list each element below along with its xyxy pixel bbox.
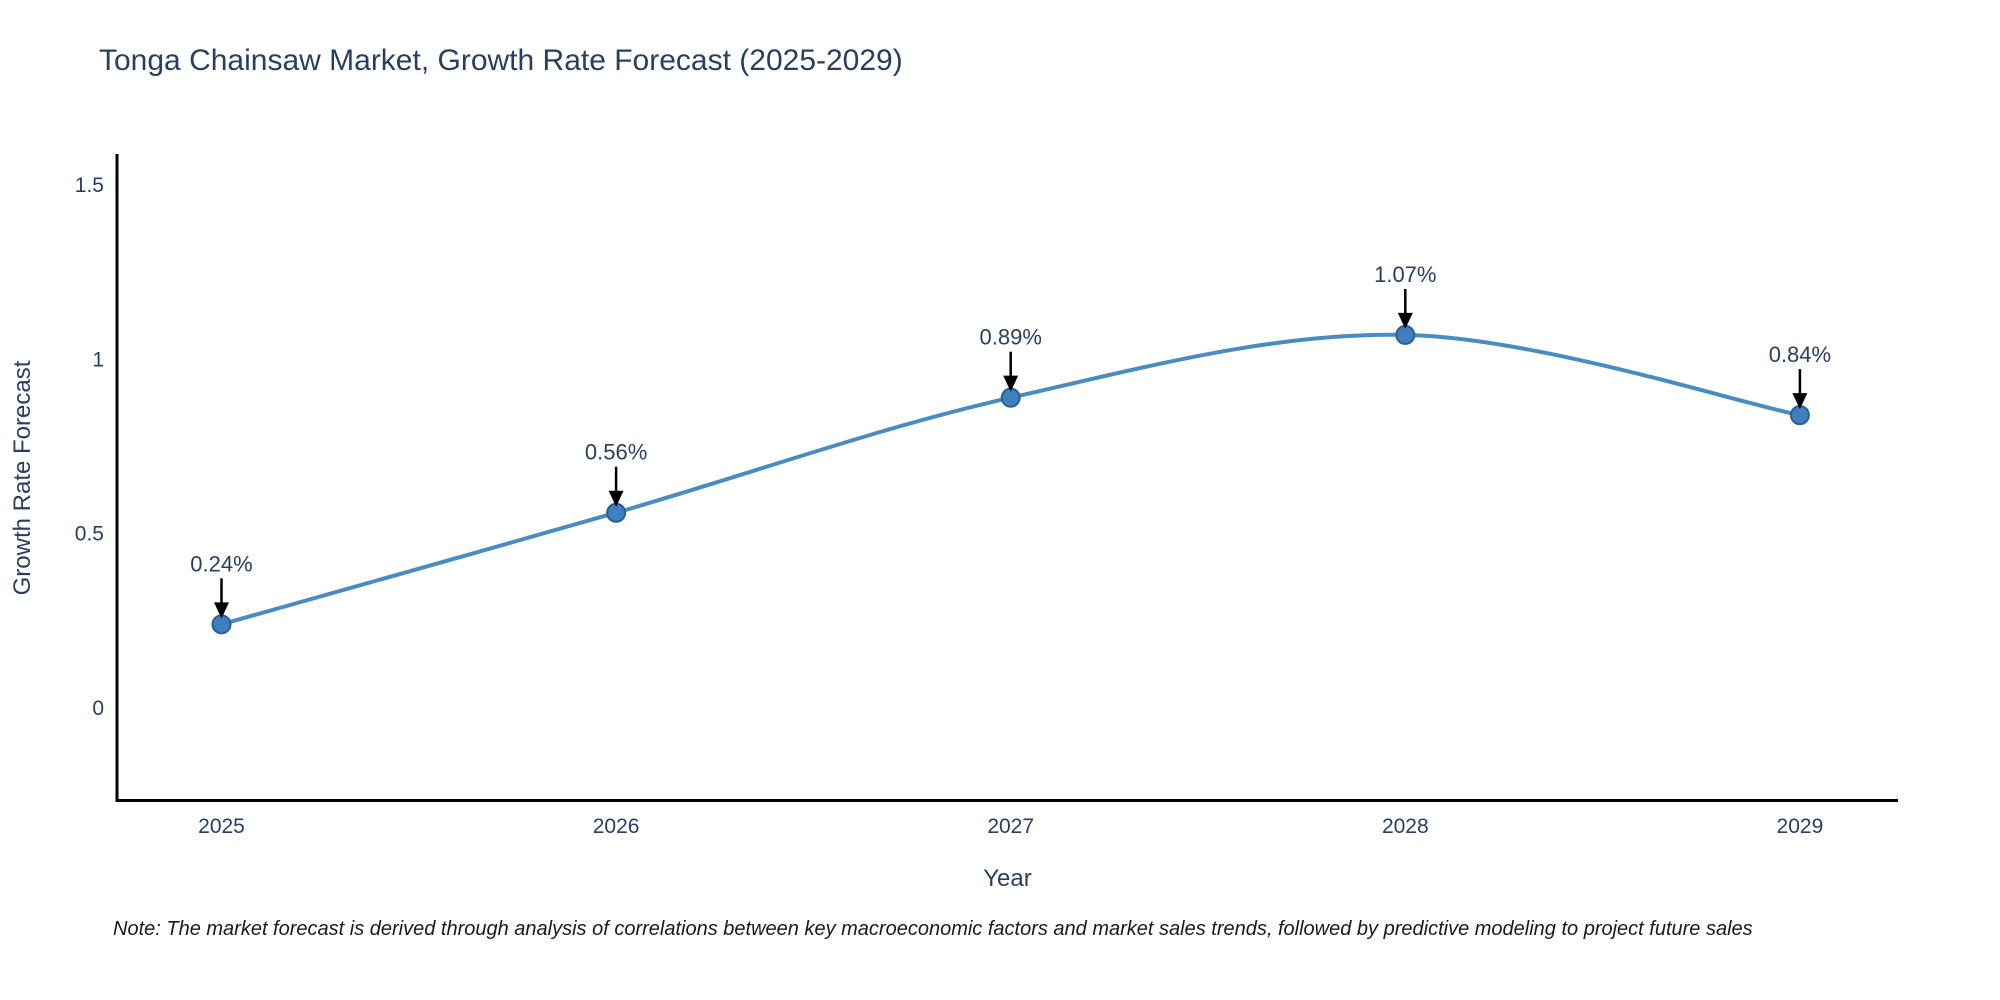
x-tick-label: 2025	[198, 815, 245, 838]
annotation-arrow-head	[608, 490, 624, 507]
x-tick-label: 2026	[593, 815, 640, 838]
annotation-arrow-head	[1397, 312, 1413, 329]
annotation-label: 0.56%	[585, 440, 647, 465]
x-tick-label: 2028	[1382, 815, 1429, 838]
x-tick-label: 2029	[1777, 815, 1824, 838]
y-tick-label: 1.5	[75, 174, 104, 197]
chart-title: Tonga Chainsaw Market, Growth Rate Forec…	[99, 44, 903, 77]
y-axis-title: Growth Rate Forecast	[9, 360, 36, 595]
annotation-arrow-head	[214, 602, 229, 619]
annotation-label: 0.89%	[980, 325, 1042, 350]
annotation-label: 0.24%	[190, 551, 252, 576]
chart-footnote: Note: The market forecast is derived thr…	[113, 918, 1753, 940]
y-tick-label: 0	[92, 697, 104, 720]
annotation-arrow-head	[1792, 393, 1808, 410]
annotation-arrow-head	[1003, 375, 1019, 392]
x-tick-label: 2027	[987, 815, 1034, 838]
y-tick-label: 1	[92, 348, 104, 371]
annotation-label: 1.07%	[1374, 262, 1436, 287]
y-tick-label: 0.5	[75, 523, 104, 546]
x-axis-title: Year	[983, 865, 1032, 892]
annotation-label: 0.84%	[1769, 342, 1831, 367]
